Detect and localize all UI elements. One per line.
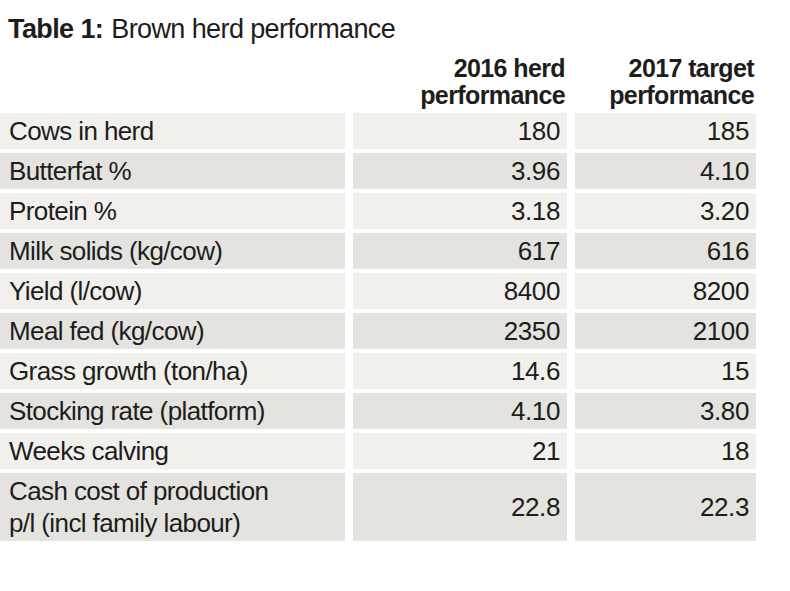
table-row: Butterfat % 3.96 4.10 — [0, 153, 756, 189]
value-2016: 3.96 — [353, 153, 567, 189]
value-2016: 8400 — [353, 273, 567, 309]
table-row: Yield (l/cow) 8400 8200 — [0, 273, 756, 309]
table-row: Protein % 3.18 3.20 — [0, 193, 756, 229]
table-title: Table 1: Brown herd performance — [0, 0, 790, 46]
table-row: Meal fed (kg/cow) 2350 2100 — [0, 313, 756, 349]
row-label: Grass growth (ton/ha) — [0, 353, 345, 389]
row-label: Milk solids (kg/cow) — [0, 233, 345, 269]
row-label: Protein % — [0, 193, 345, 229]
value-2017: 22.3 — [575, 473, 756, 541]
value-2017: 18 — [575, 433, 756, 469]
table-row: Weeks calving 21 18 — [0, 433, 756, 469]
value-2016: 4.10 — [353, 393, 567, 429]
row-label: Cows in herd — [0, 113, 345, 149]
row-label: Meal fed (kg/cow) — [0, 313, 345, 349]
table-body: Cows in herd 180 185 Butterfat % 3.96 4.… — [0, 113, 756, 541]
table-row: Stocking rate (platform) 4.10 3.80 — [0, 393, 756, 429]
table-row: Milk solids (kg/cow) 617 616 — [0, 233, 756, 269]
column-header-metric — [0, 55, 345, 109]
value-2017: 15 — [575, 353, 756, 389]
column-header-2017: 2017 target performance — [575, 55, 756, 109]
value-2017: 3.80 — [575, 393, 756, 429]
table-title-prefix: Table 1: — [8, 14, 103, 44]
value-2016: 617 — [353, 233, 567, 269]
row-label: Weeks calving — [0, 433, 345, 469]
value-2017: 2100 — [575, 313, 756, 349]
value-2017: 4.10 — [575, 153, 756, 189]
row-label: Stocking rate (platform) — [0, 393, 345, 429]
table-title-text: Brown herd performance — [111, 14, 395, 44]
herd-performance-table: 2016 herd performance 2017 target perfor… — [0, 55, 756, 541]
table-row: Grass growth (ton/ha) 14.6 15 — [0, 353, 756, 389]
value-2016: 21 — [353, 433, 567, 469]
value-2017: 8200 — [575, 273, 756, 309]
value-2016: 14.6 — [353, 353, 567, 389]
row-label: Butterfat % — [0, 153, 345, 189]
table-row: Cows in herd 180 185 — [0, 113, 756, 149]
value-2017: 185 — [575, 113, 756, 149]
value-2017: 616 — [575, 233, 756, 269]
column-header-2016: 2016 herd performance — [353, 55, 567, 109]
table-row: Cash cost of production p/l (incl family… — [0, 473, 756, 541]
value-2016: 22.8 — [353, 473, 567, 541]
value-2017: 3.20 — [575, 193, 756, 229]
page: Table 1: Brown herd performance 2016 herd… — [0, 0, 790, 591]
value-2016: 3.18 — [353, 193, 567, 229]
table-header-row: 2016 herd performance 2017 target perfor… — [0, 55, 756, 109]
value-2016: 180 — [353, 113, 567, 149]
value-2016: 2350 — [353, 313, 567, 349]
row-label: Yield (l/cow) — [0, 273, 345, 309]
row-label: Cash cost of production p/l (incl family… — [0, 473, 345, 541]
